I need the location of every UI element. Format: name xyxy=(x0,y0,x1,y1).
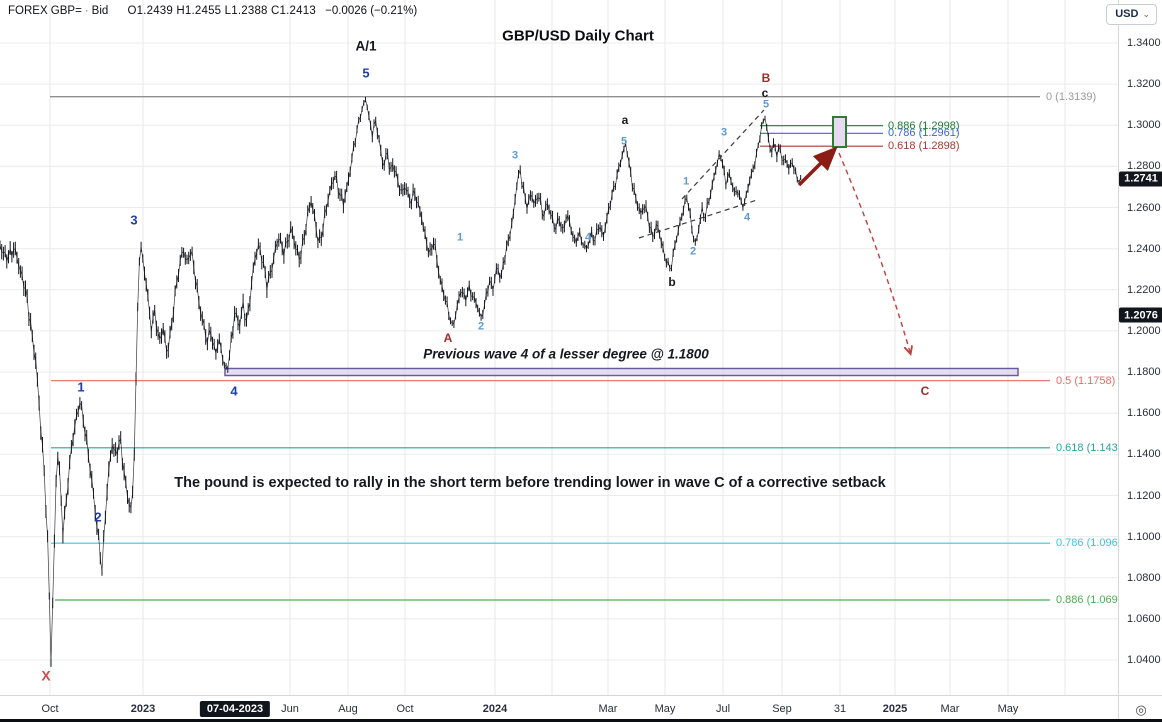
chevron-down-icon: ⌄ xyxy=(1142,8,1150,19)
time-tick-2024: 2024 xyxy=(482,703,508,715)
time-tick-jul: Jul xyxy=(715,703,731,715)
quote-header: FOREX GBP= · Bid O1.2439 H1.2455 L1.2388 C… xyxy=(8,5,417,17)
wave-label-b: b xyxy=(668,275,676,289)
time-tick-mar: Mar xyxy=(598,703,618,715)
time-tick-aug: Aug xyxy=(338,703,358,715)
price-tick-1.2600: 1.2600 xyxy=(1127,201,1161,214)
time-tick-sep: Sep xyxy=(772,703,792,715)
wave-label-c: C xyxy=(920,384,930,398)
price-tick-1.1000: 1.1000 xyxy=(1127,530,1161,543)
price-tick-1.0800: 1.0800 xyxy=(1127,571,1161,584)
fib-label-0_5: 0.5 (1.1758) xyxy=(1056,374,1116,387)
price-tick-1.3200: 1.3200 xyxy=(1127,78,1161,91)
wave-label-x: X xyxy=(41,668,51,684)
price-tick-1.1400: 1.1400 xyxy=(1127,448,1161,461)
change-values: −0.0026 (−0.21%) xyxy=(325,5,418,17)
wave-label-1: 1 xyxy=(682,175,690,188)
wave-label-2: 2 xyxy=(94,509,102,525)
time-tick-may: May xyxy=(654,703,676,715)
price-axis[interactable]: 1.3400 1.3200 1.3000 1.2800 1.2600 1.2400 1.22… xyxy=(1118,0,1162,695)
wave-label-b: B xyxy=(761,71,771,85)
price-type: Bid xyxy=(91,5,109,17)
wave-label-1: 1 xyxy=(456,231,464,244)
wave-label-5: 5 xyxy=(762,98,770,111)
marker-price-badge: 1.2076 xyxy=(1119,307,1162,323)
currency-selector[interactable]: USD ⌄ xyxy=(1106,4,1157,25)
price-tick-1.3400: 1.3400 xyxy=(1127,37,1161,49)
price-tick-1.2200: 1.2200 xyxy=(1127,283,1161,296)
symbol-name: FOREX GBP= xyxy=(8,5,82,17)
time-tick-mar: Mar xyxy=(940,703,960,715)
wave-label-2: 2 xyxy=(689,245,697,258)
price-tick-1.3000: 1.3000 xyxy=(1127,119,1161,132)
time-tick-oct: Oct xyxy=(41,703,59,715)
wave-label-4: 4 xyxy=(743,211,751,224)
last-price-badge: 1.2741 xyxy=(1119,171,1162,186)
wave-label-4: 4 xyxy=(230,383,238,399)
time-tick-31: 31 xyxy=(833,703,847,715)
price-tick-1.1600: 1.1600 xyxy=(1127,407,1161,420)
time-tick-2023: 2023 xyxy=(130,703,156,715)
wave-label-c: c xyxy=(761,86,769,100)
fib-label-0_618: 0.618 (1.1432) xyxy=(1056,441,1128,454)
wave-label-5: 5 xyxy=(362,65,370,81)
time-tick-jun: Jun xyxy=(281,703,299,715)
chart-title: GBP/USD Daily Chart xyxy=(502,27,654,45)
price-tick-1.0600: 1.0600 xyxy=(1127,612,1161,625)
separator-dot: · xyxy=(84,5,89,17)
time-tick-2025: 2025 xyxy=(882,703,908,715)
fib-label-0_786: 0.786 (1.0968) xyxy=(1056,537,1128,550)
wave4-annotation: Previous wave 4 of a lesser degree @ 1.1… xyxy=(423,346,709,362)
fib-label-0_886: 0.886 (1.0692) xyxy=(1056,594,1128,606)
wave-label-3: 3 xyxy=(720,126,728,139)
currency-label: USD xyxy=(1115,8,1139,20)
fib-label-0: 0 (1.3139) xyxy=(1046,90,1097,103)
fib-label-0_618: 0.618 (1.2898) xyxy=(888,140,960,153)
price-tick-1.2000: 1.2000 xyxy=(1127,324,1161,337)
wave-label-3: 3 xyxy=(130,212,138,228)
time-tick-oct: Oct xyxy=(396,703,414,715)
time-axis[interactable]: Oct 2023 Jun Aug Oct 2024 Mar May Jul Sep 31 2025 Ma… xyxy=(0,695,1162,722)
wave-label-a: a xyxy=(621,113,629,127)
ohlc-values: O1.2439 H1.2455 L1.2388 C1.2413 xyxy=(127,5,316,17)
target-scroll-icon[interactable]: ◎ xyxy=(1135,701,1147,717)
price-tick-1.2800: 1.2800 xyxy=(1127,160,1161,173)
selected-date-badge: 07-04-2023 xyxy=(199,701,271,717)
fib-label-0_886: 0.886 (1.2998) xyxy=(888,119,960,132)
time-tick-may: May xyxy=(997,703,1019,715)
bottom-divider xyxy=(0,719,1162,722)
outlook-annotation: The pound is expected to rally in the sh… xyxy=(174,475,886,491)
wave-label-5: 5 xyxy=(620,135,628,148)
wave-label-a-1: A/1 xyxy=(355,38,377,54)
fib-label-0_786: 0.786 (1.2961) xyxy=(888,127,960,140)
wave-label-2: 2 xyxy=(477,320,485,333)
price-tick-1.1200: 1.1200 xyxy=(1127,489,1161,502)
wave-label-4: 4 xyxy=(584,231,592,244)
axis-corner: ◎ xyxy=(1118,695,1162,722)
wave-label-1: 1 xyxy=(77,379,85,395)
wave-label-3: 3 xyxy=(511,149,519,162)
price-tick-1.0400: 1.0400 xyxy=(1127,654,1161,666)
price-tick-1.1800: 1.1800 xyxy=(1127,366,1161,379)
price-chart-canvas[interactable] xyxy=(0,0,1162,695)
price-tick-1.2400: 1.2400 xyxy=(1127,242,1161,255)
wave-label-a: A xyxy=(443,331,453,345)
